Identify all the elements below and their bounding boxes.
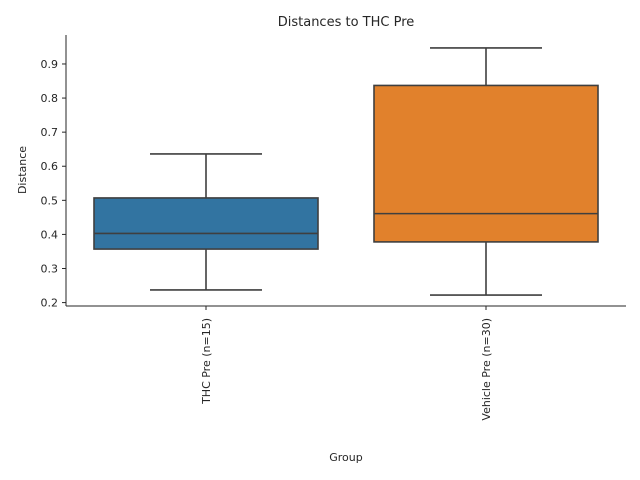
y-tick-label: 0.8	[41, 92, 59, 105]
box-1	[93, 197, 319, 250]
chart-title: Distances to THC Pre	[278, 15, 415, 30]
y-axis-label: Distance	[16, 146, 29, 194]
y-tick-label: 0.9	[41, 58, 59, 71]
y-tick-label: 0.7	[41, 126, 59, 139]
y-tick-label: 0.4	[41, 228, 59, 241]
plot-area: 0.2 0.3 0.4 0.5 0.6 0.7 0.8 0.9 THC Pre (n=15) Ve…	[41, 35, 626, 421]
y-tick-label: 0.2	[41, 297, 59, 310]
x-axis-label: Group	[329, 451, 363, 464]
box-2	[373, 84, 599, 243]
y-tick-label: 0.3	[41, 263, 59, 276]
y-tick-label: 0.6	[41, 160, 59, 173]
x-tick-label: THC Pre (n=15)	[200, 318, 213, 405]
y-tick-label: 0.5	[41, 194, 59, 207]
x-tick-label: Vehicle Pre (n=30)	[480, 318, 493, 421]
